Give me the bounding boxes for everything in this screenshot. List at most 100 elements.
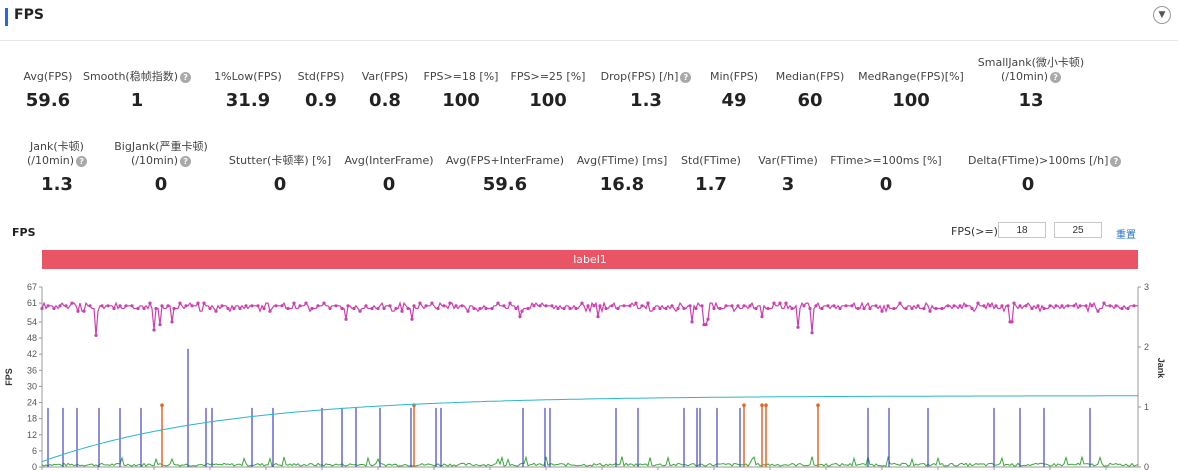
metric-label: Stutter(卡顿率) [%] <box>220 154 340 168</box>
fps-point <box>316 304 320 308</box>
fps-point <box>394 306 398 311</box>
help-icon[interactable]: ? <box>180 71 192 83</box>
fps-point <box>556 306 560 311</box>
fps-point <box>154 306 158 311</box>
metric-label-text: Avg(FPS+InterFrame) <box>445 154 565 167</box>
y-tick-label: 30 <box>27 381 37 391</box>
fps-point <box>322 301 326 305</box>
fps-point <box>760 315 764 319</box>
fps-point <box>490 306 494 311</box>
fps-point <box>700 304 704 308</box>
chevron-down-icon[interactable]: ▼ <box>1153 6 1171 24</box>
help-icon[interactable]: ? <box>180 155 192 167</box>
metric-label: Std(FTime) <box>651 154 771 168</box>
fps-point <box>130 304 134 308</box>
fps-point <box>910 306 914 311</box>
fps-point <box>298 304 302 308</box>
fps-point <box>808 306 812 311</box>
reset-button[interactable]: 重置 <box>1116 230 1136 241</box>
threshold-input-18[interactable] <box>998 222 1046 238</box>
metric-label: Delta(FTime)>100ms [/h]? <box>968 154 1122 168</box>
help-icon[interactable]: ? <box>1110 155 1122 167</box>
fps-point <box>436 306 440 311</box>
fps-point <box>502 304 506 308</box>
fps-point <box>94 333 98 337</box>
fps-point <box>1066 304 1070 308</box>
fps-point <box>136 306 140 311</box>
fps-point <box>538 304 542 308</box>
metric-value: 1.3 <box>630 90 662 111</box>
fps-point <box>520 309 524 313</box>
metric-value: 1 <box>130 90 144 111</box>
chart-title: FPS <box>12 226 36 239</box>
metric-r1-11: SmallJank(微小卡顿) (/10min)? 13 <box>971 56 1091 111</box>
metric-r2-6: Std(FTime) 1.7 <box>651 154 771 195</box>
fps-point <box>754 306 758 311</box>
label-bar[interactable]: label1 <box>42 250 1138 269</box>
fps-point <box>868 306 872 311</box>
cumulative-avg-series <box>41 395 1138 463</box>
metric-value: 0 <box>382 174 396 195</box>
metric-r2-2: Stutter(卡顿率) [%] 0 <box>220 154 340 195</box>
fps-point <box>922 306 926 311</box>
fps-point <box>352 306 356 311</box>
help-icon[interactable]: ? <box>76 155 88 167</box>
fps-point <box>214 309 218 313</box>
metric-label: MedRange(FPS)[%] <box>851 70 971 84</box>
metric-label-text: Smooth(稳帧指数) <box>82 70 179 83</box>
fps-point <box>982 304 986 308</box>
fps-point <box>880 309 884 313</box>
fps-chart[interactable]: PerfDogPerfDogPerfDogPerfDog061218243036… <box>0 278 1178 471</box>
fps-point <box>202 301 206 305</box>
fps-point <box>814 304 818 308</box>
fps-point <box>424 304 428 308</box>
metric-label: Drop(FPS) [/h]? <box>586 70 706 84</box>
fps-point <box>152 328 156 332</box>
fps-point <box>704 323 708 327</box>
metric-r2-1: BigJank(严重卡顿) (/10min)? 0 <box>101 140 221 195</box>
help-icon[interactable]: ? <box>1050 71 1062 83</box>
fps-point <box>832 304 836 308</box>
fps-point <box>526 306 530 311</box>
fps-point <box>142 306 146 311</box>
fps-point <box>772 301 776 305</box>
fps-point <box>856 306 860 311</box>
help-icon[interactable]: ? <box>680 71 692 83</box>
fps-point <box>580 301 584 305</box>
metric-label-unit: (/10min) <box>26 154 75 167</box>
fps-point <box>328 306 332 311</box>
threshold-label: FPS(>=) <box>951 225 998 238</box>
threshold-input-25[interactable] <box>1054 222 1102 238</box>
fps-point <box>190 304 194 308</box>
metric-r1-4: Var(FPS) 0.8 <box>325 70 445 111</box>
metric-value: 0 <box>879 174 893 195</box>
jank-tick-label: 0 <box>1144 462 1149 471</box>
fps-point <box>1096 309 1100 313</box>
metric-r2-5: Avg(FTime) [ms] 16.8 <box>562 154 682 195</box>
fps-point <box>344 317 348 321</box>
y-axis-title: FPS <box>4 368 14 386</box>
jank-tick-label: 2 <box>1144 342 1149 352</box>
metric-value: 1.3 <box>41 174 73 195</box>
fps-point <box>952 304 956 308</box>
fps-point <box>1012 301 1016 305</box>
y-tick-label: 36 <box>27 365 37 375</box>
metric-r1-2: 1%Low(FPS) 31.9 <box>188 70 308 111</box>
fps-point <box>1024 304 1028 308</box>
fps-point <box>796 325 800 329</box>
fps-point <box>940 306 944 311</box>
fps-point <box>550 304 554 308</box>
fps-point <box>382 306 386 311</box>
metric-value: 100 <box>529 90 567 111</box>
fps-point <box>496 301 500 305</box>
metric-label-text: FPS>=18 [%] <box>423 70 499 83</box>
fps-point <box>244 304 248 308</box>
fps-point <box>616 306 620 311</box>
fps-point <box>544 304 548 308</box>
metric-label-text: Avg(FPS) <box>23 70 73 83</box>
y-tick-label: 6 <box>32 446 37 456</box>
fps-point <box>158 323 162 327</box>
fps-point <box>1108 304 1112 308</box>
fps-point <box>568 306 572 311</box>
fps-point <box>562 306 566 311</box>
